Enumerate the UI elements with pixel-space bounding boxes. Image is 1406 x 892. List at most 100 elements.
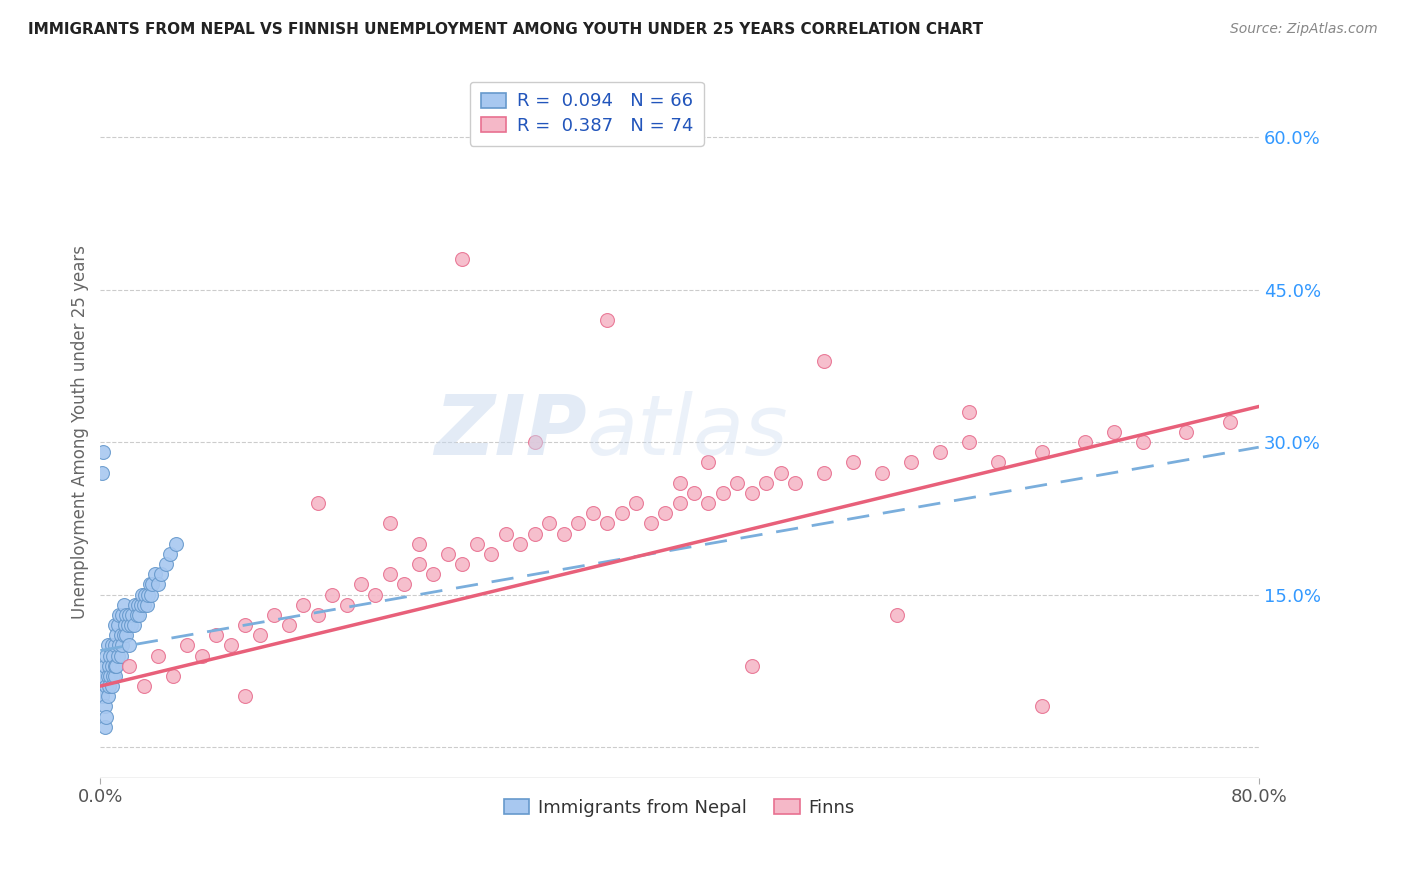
Point bbox=[155, 557, 177, 571]
Point bbox=[205, 628, 228, 642]
Point bbox=[91, 445, 114, 459]
Point bbox=[929, 445, 952, 459]
Point bbox=[90, 466, 112, 480]
Point bbox=[1102, 425, 1125, 439]
Point bbox=[100, 669, 122, 683]
Point bbox=[1031, 699, 1053, 714]
Point bbox=[1031, 445, 1053, 459]
Point bbox=[165, 537, 187, 551]
Point bbox=[162, 669, 184, 683]
Point bbox=[422, 567, 444, 582]
Point bbox=[145, 567, 167, 582]
Point bbox=[335, 598, 357, 612]
Point bbox=[582, 506, 605, 520]
Point bbox=[190, 648, 212, 663]
Point bbox=[755, 475, 778, 490]
Point bbox=[115, 628, 138, 642]
Point bbox=[93, 658, 115, 673]
Point bbox=[509, 537, 531, 551]
Point bbox=[110, 648, 132, 663]
Point bbox=[596, 313, 619, 327]
Point bbox=[727, 475, 749, 490]
Point bbox=[697, 496, 720, 510]
Point bbox=[124, 598, 146, 612]
Point bbox=[741, 486, 763, 500]
Point bbox=[408, 537, 430, 551]
Point bbox=[451, 252, 474, 267]
Point bbox=[100, 648, 122, 663]
Point bbox=[93, 699, 115, 714]
Point bbox=[378, 516, 401, 531]
Point bbox=[118, 639, 141, 653]
Point bbox=[364, 588, 387, 602]
Point bbox=[495, 526, 517, 541]
Point bbox=[125, 607, 148, 622]
Point bbox=[90, 690, 112, 704]
Point bbox=[120, 618, 142, 632]
Point bbox=[870, 466, 893, 480]
Point bbox=[159, 547, 181, 561]
Point bbox=[134, 588, 156, 602]
Point bbox=[93, 720, 115, 734]
Point bbox=[101, 639, 124, 653]
Point bbox=[108, 607, 131, 622]
Point bbox=[957, 404, 980, 418]
Point bbox=[321, 588, 343, 602]
Point bbox=[307, 607, 329, 622]
Point bbox=[139, 588, 162, 602]
Point bbox=[104, 618, 127, 632]
Point bbox=[105, 628, 128, 642]
Point bbox=[378, 567, 401, 582]
Text: ZIP: ZIP bbox=[434, 392, 586, 473]
Point bbox=[711, 486, 734, 500]
Point bbox=[112, 628, 135, 642]
Point bbox=[683, 486, 706, 500]
Point bbox=[94, 679, 117, 693]
Point bbox=[437, 547, 460, 561]
Point bbox=[957, 435, 980, 450]
Point bbox=[1132, 435, 1154, 450]
Point bbox=[408, 557, 430, 571]
Point bbox=[103, 669, 125, 683]
Point bbox=[1175, 425, 1198, 439]
Point bbox=[104, 658, 127, 673]
Point bbox=[91, 669, 114, 683]
Point bbox=[98, 658, 121, 673]
Point bbox=[114, 618, 136, 632]
Point bbox=[148, 577, 170, 591]
Point bbox=[132, 598, 155, 612]
Point bbox=[249, 628, 271, 642]
Point bbox=[122, 618, 145, 632]
Text: IMMIGRANTS FROM NEPAL VS FINNISH UNEMPLOYMENT AMONG YOUTH UNDER 25 YEARS CORRELA: IMMIGRANTS FROM NEPAL VS FINNISH UNEMPLO… bbox=[28, 22, 983, 37]
Point bbox=[136, 588, 159, 602]
Point bbox=[654, 506, 676, 520]
Point bbox=[233, 690, 256, 704]
Point bbox=[94, 709, 117, 723]
Point bbox=[150, 567, 173, 582]
Point bbox=[610, 506, 633, 520]
Text: Source: ZipAtlas.com: Source: ZipAtlas.com bbox=[1230, 22, 1378, 37]
Point bbox=[118, 658, 141, 673]
Legend: Immigrants from Nepal, Finns: Immigrants from Nepal, Finns bbox=[496, 791, 862, 824]
Point bbox=[668, 496, 690, 510]
Point bbox=[219, 639, 242, 653]
Point bbox=[1219, 415, 1241, 429]
Point bbox=[97, 669, 120, 683]
Point bbox=[350, 577, 373, 591]
Point bbox=[101, 658, 124, 673]
Text: atlas: atlas bbox=[586, 392, 789, 473]
Point bbox=[135, 598, 157, 612]
Point bbox=[107, 648, 129, 663]
Point bbox=[668, 475, 690, 490]
Point bbox=[97, 639, 120, 653]
Point bbox=[94, 648, 117, 663]
Point bbox=[538, 516, 561, 531]
Point bbox=[769, 466, 792, 480]
Point bbox=[292, 598, 315, 612]
Point bbox=[131, 588, 153, 602]
Point bbox=[813, 466, 835, 480]
Point bbox=[141, 577, 163, 591]
Point bbox=[523, 435, 546, 450]
Y-axis label: Unemployment Among Youth under 25 years: Unemployment Among Youth under 25 years bbox=[72, 245, 89, 619]
Point bbox=[127, 598, 149, 612]
